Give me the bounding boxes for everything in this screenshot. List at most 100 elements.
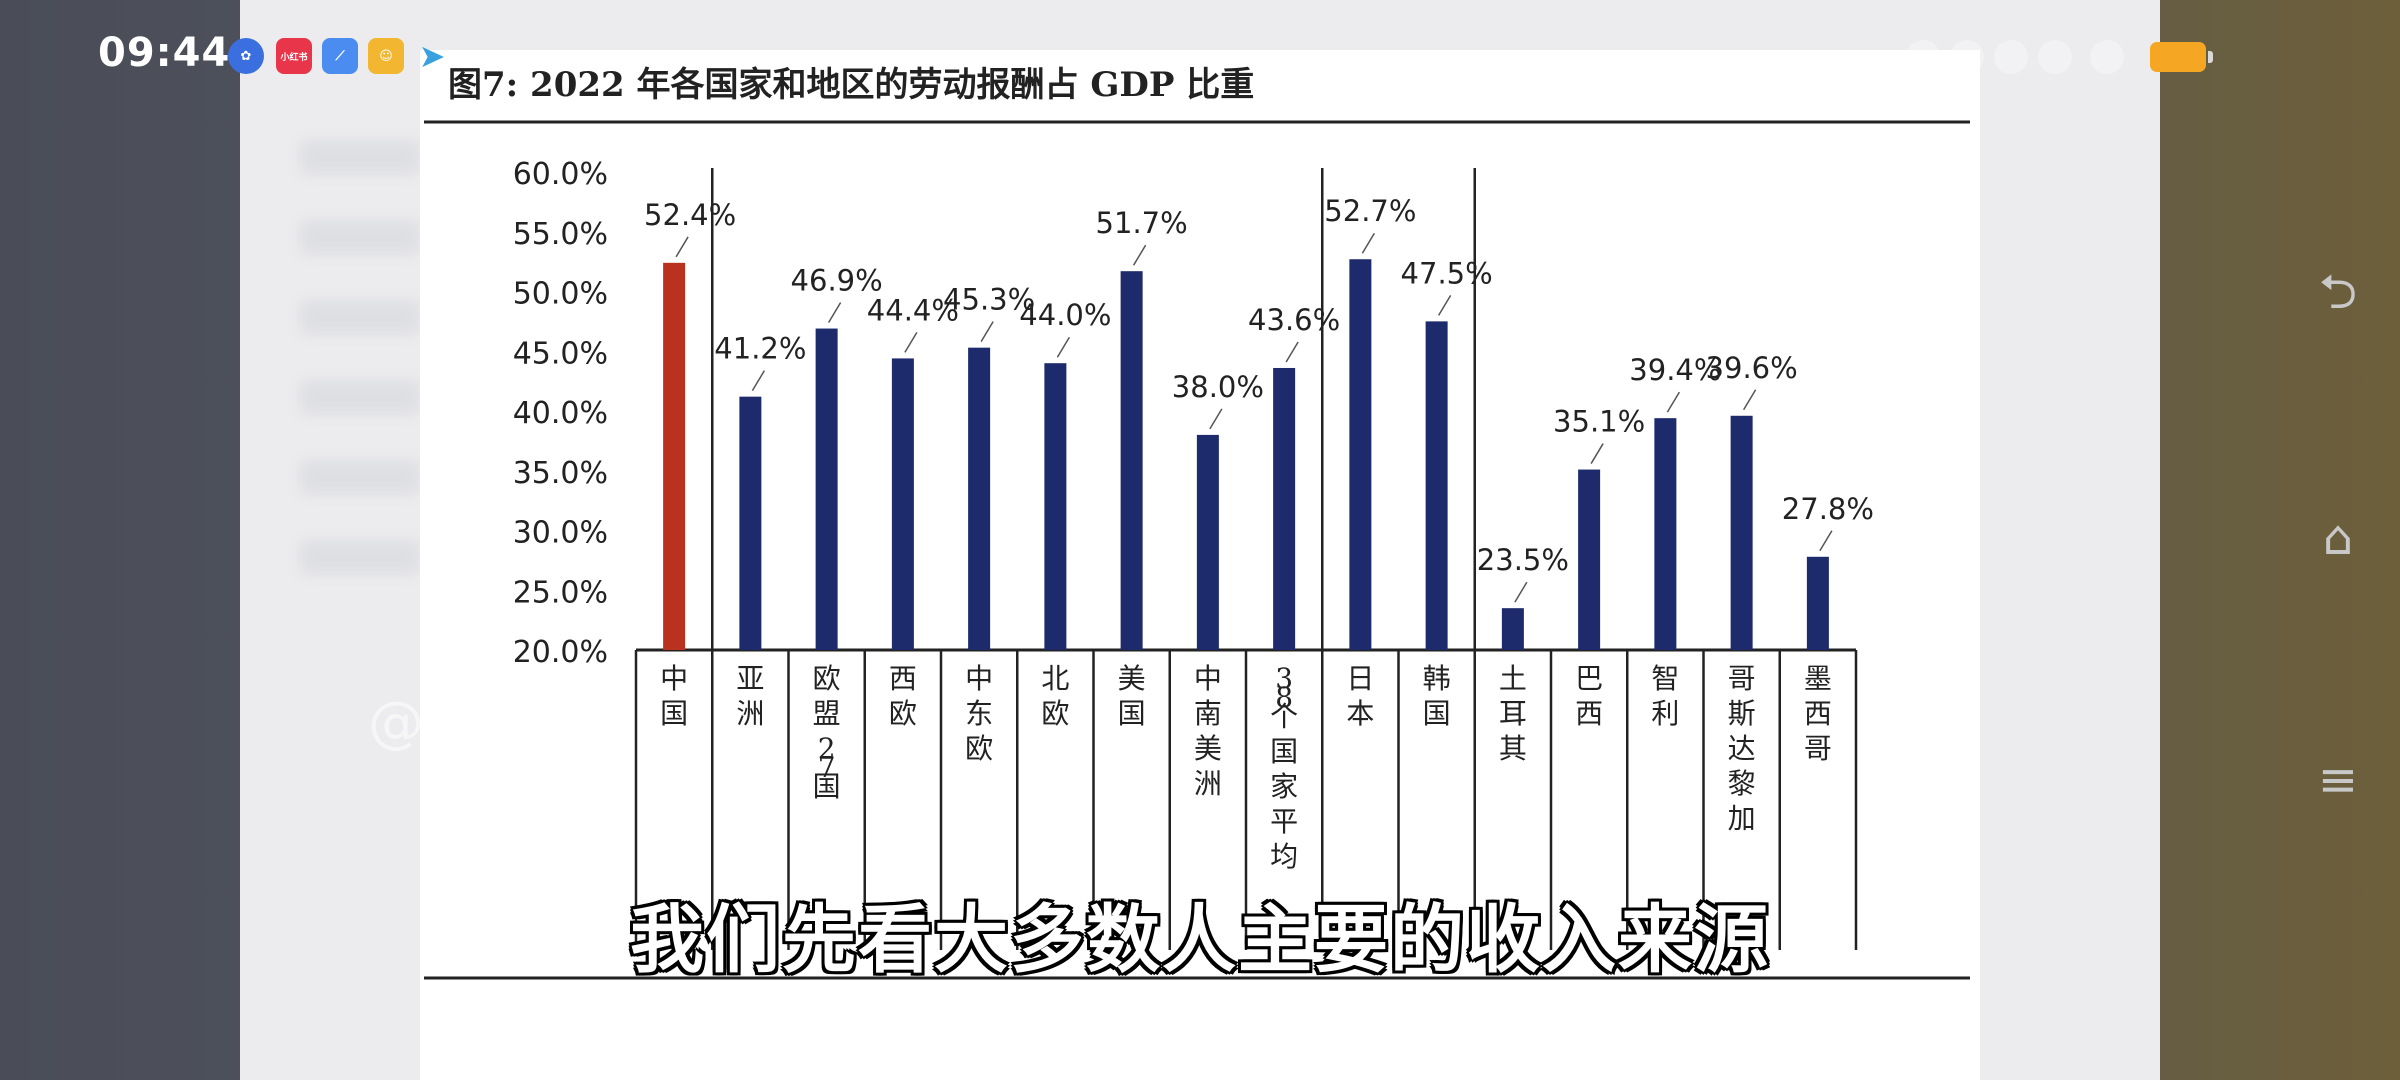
y-tick-label: 55.0% — [513, 217, 608, 252]
y-tick-label: 25.0% — [513, 575, 608, 610]
category-label-char: 利 — [1651, 697, 1679, 730]
category-label-char: 3 — [1275, 662, 1293, 695]
bar — [1273, 367, 1296, 650]
label-leader — [1056, 336, 1071, 358]
label-leader — [1819, 530, 1833, 552]
data-label: 38.0% — [1172, 370, 1264, 404]
category-label-char: 美 — [1194, 732, 1222, 765]
category-label-char: 国 — [660, 697, 688, 730]
label-leader — [1742, 389, 1757, 411]
blurred-background — [300, 300, 420, 334]
y-tick-label: 35.0% — [513, 456, 608, 491]
category-label-char: 中 — [965, 662, 993, 695]
data-label: 47.5% — [1401, 256, 1493, 290]
category-label-char: 国 — [1423, 697, 1451, 730]
label-leader — [1209, 408, 1223, 430]
category-label-char: 达 — [1728, 732, 1756, 765]
category-label-char: 北 — [1041, 662, 1069, 695]
y-tick-label: 60.0% — [513, 157, 608, 192]
category-label-char: 耳 — [1499, 697, 1527, 730]
bar — [739, 396, 762, 650]
category-label-char: 日 — [1346, 662, 1374, 695]
category-label-char: 均 — [1270, 840, 1298, 873]
category-label-char: 美 — [1118, 662, 1146, 695]
battery-icon — [2150, 42, 2213, 72]
y-tick-label: 30.0% — [513, 516, 608, 551]
category-label-char: 洲 — [1194, 767, 1222, 800]
blurred-background — [300, 540, 420, 574]
category-label-char: 黎 — [1728, 767, 1756, 800]
data-label: 44.4% — [867, 293, 959, 327]
category-label-char: 个 — [1270, 700, 1298, 733]
category-label-char: 土 — [1499, 662, 1527, 695]
bar — [1806, 556, 1829, 650]
category-label-char: 7 — [818, 751, 836, 784]
category-label-char: 西 — [1804, 697, 1832, 730]
bar — [1654, 418, 1677, 650]
category-label-char: 西 — [889, 662, 917, 695]
category-label-char: 家 — [1270, 770, 1298, 803]
category-label-char: 国 — [1118, 697, 1146, 730]
label-leader — [1132, 244, 1147, 266]
category-label-char: 国 — [1270, 735, 1298, 768]
game-app-icon: ☺ — [368, 38, 404, 74]
baidu-app-icon: ✿ — [228, 38, 264, 74]
data-label: 41.2% — [714, 332, 806, 366]
data-label: 43.6% — [1248, 303, 1340, 337]
category-label-char: 哥 — [1804, 732, 1832, 765]
label-leader — [980, 321, 994, 343]
home-icon[interactable]: ⌂ — [2322, 510, 2354, 566]
data-label: 52.7% — [1324, 194, 1416, 228]
category-label-char: 韩 — [1423, 662, 1451, 695]
category-label-char: 加 — [1728, 802, 1756, 835]
label-leader — [1437, 294, 1452, 316]
category-label-char: 2 — [818, 732, 836, 765]
blurred-background — [300, 460, 420, 494]
bar — [663, 262, 686, 650]
data-label: 27.8% — [1782, 492, 1874, 526]
category-label-char: 洲 — [736, 697, 764, 730]
signal-icon — [1906, 40, 1940, 74]
data-label: 39.6% — [1706, 351, 1798, 385]
y-tick-label: 45.0% — [513, 336, 608, 371]
data-label: 39.4% — [1629, 353, 1721, 387]
bar — [1578, 469, 1601, 650]
label-leader — [1590, 443, 1604, 464]
category-label-char: 欧 — [1041, 697, 1069, 730]
category-label-char: 东 — [965, 697, 993, 730]
wifi-icon — [2090, 40, 2124, 74]
bar — [1349, 259, 1372, 650]
browser-app-icon: ⟋ — [322, 38, 358, 74]
back-icon[interactable]: ⮌ — [2318, 263, 2358, 320]
data-label: 52.4% — [644, 198, 736, 232]
data-label: 45.3% — [943, 283, 1035, 317]
bar — [891, 358, 914, 650]
bar — [1120, 271, 1143, 650]
category-label-char: 平 — [1270, 805, 1298, 838]
xiaohongshu-app-icon: 小红书 — [276, 38, 312, 74]
label-leader — [751, 370, 766, 392]
category-label-char: 哥 — [1728, 662, 1756, 695]
bar — [1196, 434, 1219, 650]
label-leader — [827, 302, 842, 323]
category-label-char: 南 — [1194, 697, 1222, 730]
category-label-char: 欧 — [965, 732, 993, 765]
category-label-char: 巴 — [1575, 662, 1603, 695]
label-leader — [675, 236, 689, 258]
menu-icon[interactable]: ≡ — [2317, 752, 2359, 808]
data-label: 46.9% — [791, 264, 883, 298]
data-label: 51.7% — [1096, 206, 1188, 240]
data-icon — [1994, 40, 2028, 74]
bar — [968, 347, 991, 650]
telegram-app-icon: ➤ — [418, 37, 446, 75]
data-label: 23.5% — [1477, 543, 1569, 577]
nfc-icon — [2038, 40, 2072, 74]
chart-title: 图7: 2022 年各国家和地区的劳动报酬占 GDP 比重 — [448, 65, 1254, 105]
label-leader — [1666, 391, 1681, 413]
category-label-char: 斯 — [1728, 697, 1756, 730]
category-label-char: 亚 — [736, 662, 764, 695]
label-leader — [1361, 232, 1376, 254]
blurred-background — [300, 380, 420, 414]
network-icon — [1950, 40, 1984, 74]
